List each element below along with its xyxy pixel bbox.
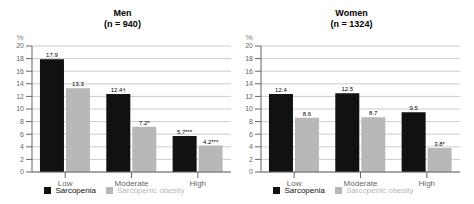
svg-text:16: 16	[245, 68, 253, 75]
svg-text:8.6: 8.6	[303, 111, 312, 117]
svg-text:12.5: 12.5	[341, 86, 353, 92]
svg-text:2: 2	[20, 156, 24, 163]
svg-text:%: %	[16, 33, 23, 42]
svg-text:8.7: 8.7	[369, 110, 378, 116]
svg-text:6: 6	[20, 131, 24, 138]
svg-text:Low: Low	[287, 179, 302, 188]
svg-text:10: 10	[16, 105, 24, 112]
svg-text:0: 0	[20, 168, 24, 175]
svg-text:Moderate: Moderate	[344, 179, 378, 188]
svg-text:12: 12	[16, 93, 24, 100]
html-text:Sarcopenic obesity: Sarcopenic obesity	[345, 186, 414, 195]
svg-text:12: 12	[245, 93, 253, 100]
svg-text:9.5: 9.5	[409, 105, 418, 111]
svg-text:Moderate: Moderate	[115, 179, 149, 188]
svg-text:20: 20	[16, 42, 24, 49]
svg-text:12.4: 12.4	[275, 87, 287, 93]
svg-text:3.8*: 3.8*	[434, 141, 445, 147]
html-text:Women: Women	[335, 8, 368, 18]
html-text:Sarcopenia: Sarcopenia	[55, 186, 96, 195]
html-text:Sarcopenia: Sarcopenia	[284, 186, 325, 195]
svg-text:5.7***: 5.7***	[177, 129, 193, 135]
svg-text:6: 6	[249, 131, 253, 138]
svg-text:8: 8	[249, 118, 253, 125]
svg-text:2: 2	[249, 156, 253, 163]
svg-text:17.9: 17.9	[46, 52, 58, 58]
svg-text:18: 18	[16, 55, 24, 62]
svg-text:4.2***: 4.2***	[203, 139, 219, 145]
svg-text:%: %	[245, 33, 252, 42]
html-text:(n = 940): (n = 940)	[104, 19, 141, 29]
html-text:(n = 1324): (n = 1324)	[330, 19, 373, 29]
svg-text:8: 8	[20, 118, 24, 125]
svg-text:14: 14	[16, 80, 24, 87]
svg-text:18: 18	[245, 55, 253, 62]
svg-text:4: 4	[249, 143, 253, 150]
svg-text:7.2*: 7.2*	[139, 120, 150, 126]
svg-text:0: 0	[249, 168, 253, 175]
svg-text:12.4†: 12.4†	[111, 87, 126, 93]
html-text:Sarcopenic obesity: Sarcopenic obesity	[116, 186, 185, 195]
html-text:Men: Men	[113, 8, 132, 18]
svg-text:14: 14	[245, 80, 253, 87]
svg-text:High: High	[190, 179, 206, 188]
svg-text:16: 16	[16, 68, 24, 75]
svg-text:20: 20	[245, 42, 253, 49]
svg-text:4: 4	[20, 143, 24, 150]
svg-text:Low: Low	[58, 179, 73, 188]
svg-text:High: High	[419, 179, 435, 188]
svg-text:10: 10	[245, 105, 253, 112]
svg-text:13.3: 13.3	[72, 81, 84, 87]
